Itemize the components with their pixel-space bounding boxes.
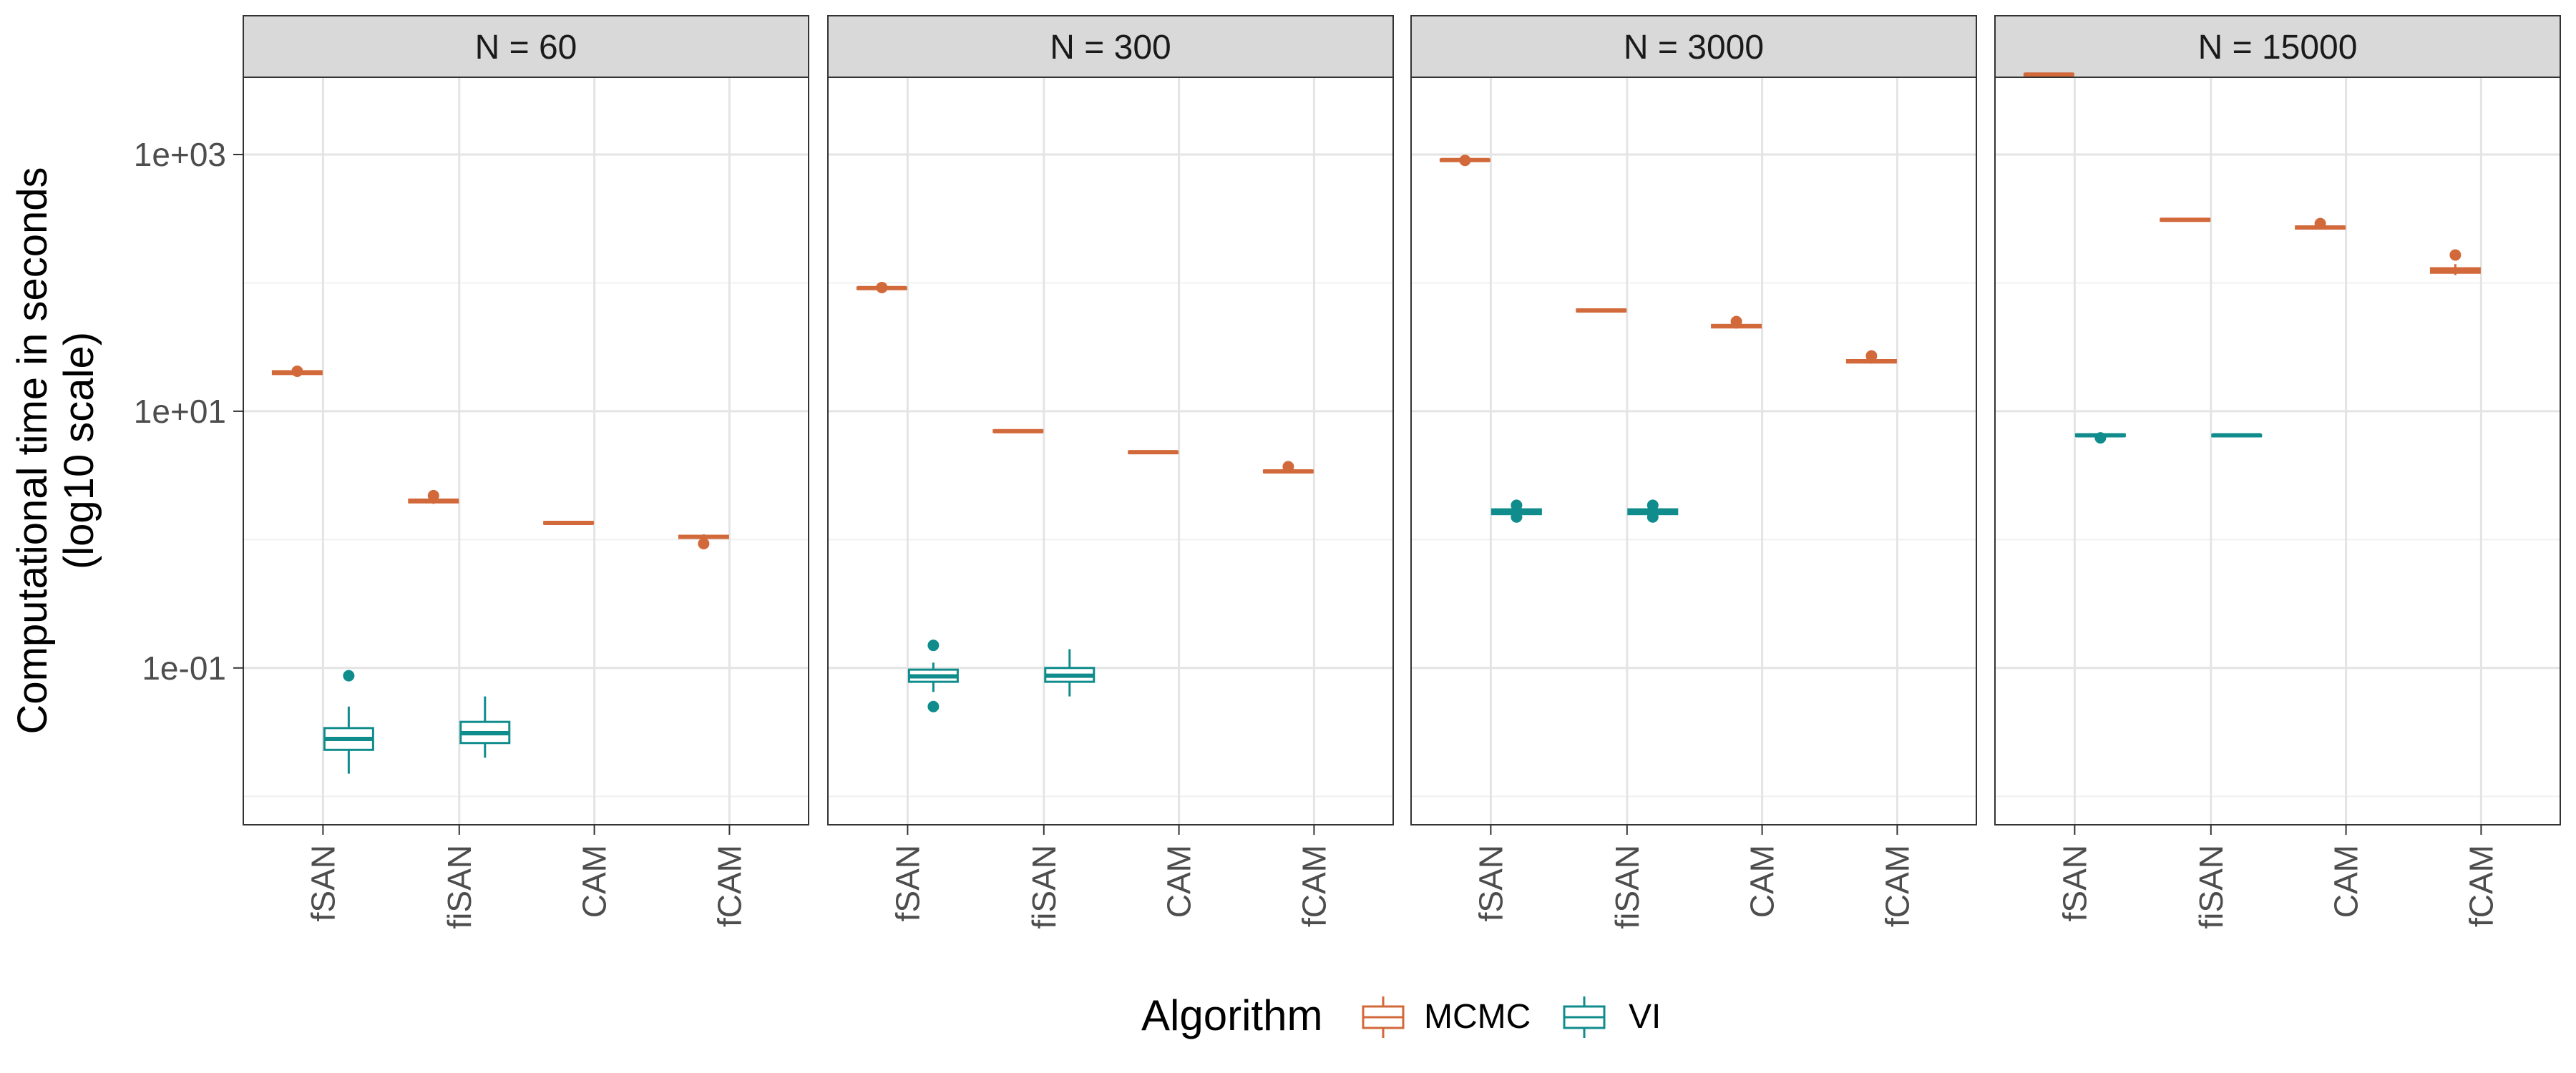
box-vi-fisan: [459, 696, 511, 758]
legend-label: MCMC: [1424, 998, 1531, 1036]
x-tick-label: fiSAN: [441, 845, 478, 929]
facet-strip: [1994, 15, 2561, 78]
box-mcmc-fcam: [2429, 249, 2481, 275]
facet-strip: [827, 15, 1394, 78]
outlier-point: [291, 365, 303, 377]
outlier-point: [927, 700, 940, 712]
panel-background: [828, 77, 1393, 825]
outlier-point: [1511, 511, 1523, 523]
y-tick-label: 1e+03: [134, 136, 226, 173]
box-mcmc-fsan: [271, 365, 323, 377]
facet-strip: [1410, 15, 1977, 78]
outlier-point: [1865, 350, 1878, 362]
facet-panels: N = 60 fSAN fiSAN CAM fCAM N = 300 fSAN fiSAN CA…: [243, 15, 2561, 929]
outlier-point: [1511, 499, 1523, 511]
facet-strip-label: N = 300: [1050, 29, 1171, 67]
legend-key-mcmc: [1362, 996, 1405, 1038]
outlier-point: [2314, 217, 2326, 230]
y-tick-label: 1e+01: [134, 393, 226, 430]
x-tick-label: fSAN: [1472, 845, 1509, 921]
facet-strip-label: N = 60: [475, 29, 577, 67]
box-vi-fsan: [907, 640, 959, 712]
legend-key-vi: [1563, 996, 1606, 1038]
facet-strip-label: N = 15000: [2198, 29, 2358, 67]
x-tick-label: CAM: [576, 845, 613, 918]
panel-background: [243, 77, 809, 825]
box-mcmc-fisan: [1576, 308, 1627, 313]
box-mcmc-fsan: [856, 281, 907, 293]
box-vi-fsan: [323, 670, 374, 774]
facet-panel: N = 300 fSAN fiSAN CAM fCAM: [827, 15, 1394, 929]
x-tick-label: CAM: [1744, 845, 1781, 918]
box-mcmc-fcam: [678, 534, 729, 549]
box-vi-fsan: [2074, 432, 2126, 444]
x-tick-label: fiSAN: [2192, 845, 2230, 929]
box-mcmc-cam: [1711, 315, 1762, 329]
y-axis-title: Computational time in seconds (log10 sca…: [9, 167, 102, 734]
box-vi-fsan: [1491, 499, 1542, 523]
outlier-point: [876, 281, 888, 293]
outlier-point: [1282, 461, 1294, 473]
legend-label: VI: [1629, 998, 1661, 1036]
outlier-point: [1646, 511, 1659, 523]
x-tick-label: fCAM: [1295, 845, 1332, 927]
panel-border: [1994, 77, 2561, 825]
y-axis-ticks: 1e-01 1e+01 1e+03: [134, 136, 243, 687]
y-axis-title-line-1: Computational time in seconds: [9, 167, 56, 734]
x-tick-label: fSAN: [889, 845, 926, 921]
x-tick-label: fCAM: [711, 845, 748, 927]
x-tick-label: fiSAN: [1025, 845, 1063, 929]
box-mcmc-fisan: [408, 489, 459, 504]
outlier-point: [1730, 315, 1742, 328]
outlier-point: [698, 537, 710, 549]
x-tick-label: CAM: [1161, 845, 1198, 918]
panel-border: [1410, 77, 1977, 825]
box-mcmc-fcam: [1845, 350, 1897, 364]
facet-panel: N = 60 fSAN fiSAN CAM fCAM: [243, 15, 809, 929]
box-mcmc-fsan: [1439, 155, 1491, 167]
box-vi-fisan: [1627, 499, 1679, 523]
y-axis-title-line-2: (log10 scale): [56, 332, 102, 569]
facet-panel: N = 3000 fSAN fiSAN CAM fCAM: [1410, 15, 1977, 929]
x-tick-label: fCAM: [1878, 845, 1916, 927]
box-mcmc-cam: [2295, 217, 2346, 230]
x-tick-label: fSAN: [2056, 845, 2093, 921]
outlier-point: [1646, 499, 1659, 511]
outlier-point: [2449, 249, 2462, 261]
box-mcmc-fcam: [1262, 461, 1314, 474]
box-vi-fisan: [1044, 649, 1096, 697]
box-mcmc-cam: [1128, 450, 1179, 455]
outlier-point: [343, 670, 355, 682]
outlier-point: [1459, 155, 1471, 167]
legend: Algorithm MCMC VI: [1141, 991, 1661, 1039]
y-tick-label: 1e-01: [142, 650, 226, 687]
facet-strip-label: N = 3000: [1624, 29, 1764, 67]
facet-panel: N = 15000 fSAN fiSAN CAM fCAM: [1994, 15, 2561, 929]
panel-border: [243, 77, 809, 825]
box-mcmc-cam: [543, 520, 595, 525]
x-tick-label: fSAN: [304, 845, 341, 921]
outlier-point: [927, 640, 940, 652]
box-mcmc-fisan: [2160, 217, 2211, 222]
box-mcmc-fsan: [2023, 72, 2074, 77]
x-tick-label: CAM: [2328, 845, 2365, 918]
x-tick-label: fCAM: [2462, 845, 2499, 927]
box-mcmc-fisan: [992, 428, 1044, 433]
facet-strip: [243, 15, 809, 78]
outlier-point: [427, 489, 439, 501]
x-tick-label: fiSAN: [1609, 845, 1646, 929]
legend-title: Algorithm: [1141, 991, 1322, 1039]
panel-border: [827, 77, 1394, 825]
panel-background: [1411, 77, 1976, 825]
outlier-point: [2094, 432, 2107, 444]
panel-background: [1995, 77, 2560, 825]
box-vi-fisan: [2211, 433, 2263, 438]
